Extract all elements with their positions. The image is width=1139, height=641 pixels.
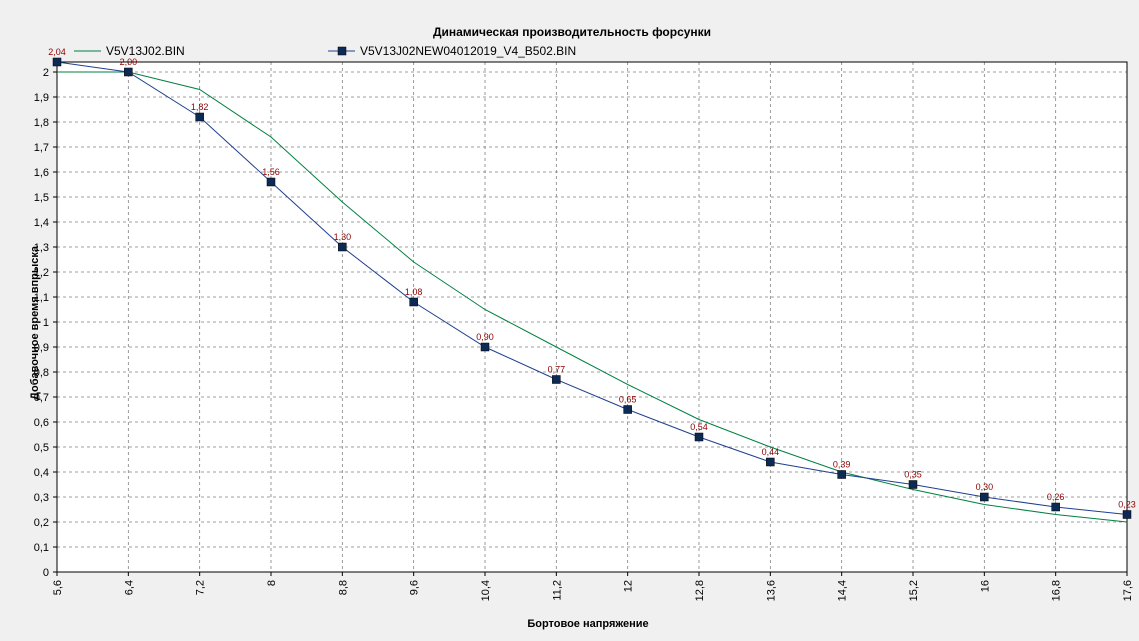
legend-label-series-1: V5V13J02.BIN	[106, 44, 185, 58]
data-label: 0,23	[1118, 500, 1136, 510]
data-label: 1,56	[262, 167, 280, 177]
x-tick-label: 16	[979, 580, 991, 592]
y-tick-label: 0,1	[34, 542, 49, 554]
data-point	[266, 177, 276, 187]
plot-area	[57, 62, 1127, 572]
data-label: 0,35	[904, 470, 922, 480]
x-tick-label: 8,8	[337, 580, 349, 595]
x-tick-label: 8	[266, 580, 278, 586]
series-line-2	[56, 61, 1128, 515]
x-tick-label: 12	[623, 580, 635, 592]
data-point	[552, 375, 561, 384]
data-label: 2,00	[120, 57, 138, 67]
data-label: 0,30	[976, 482, 994, 492]
x-tick-label: 12,8	[694, 580, 706, 601]
data-point	[480, 342, 490, 352]
y-tick-label: 0,6	[34, 417, 49, 429]
data-label: 0,44	[762, 447, 780, 457]
x-tick-label: 17,6	[1122, 580, 1134, 601]
legend-marker-series-2	[337, 46, 347, 56]
y-tick-label: 0,5	[34, 442, 49, 454]
data-label: 0,26	[1047, 492, 1065, 502]
data-point	[623, 405, 632, 414]
data-point	[766, 457, 775, 467]
x-tick-label: 13,6	[765, 580, 777, 601]
series-line-1	[57, 71, 1128, 523]
y-tick-label: 0	[43, 567, 49, 579]
y-tick-label: 0,8	[34, 367, 49, 379]
x-tick-label: 6,4	[123, 580, 135, 595]
data-point	[409, 297, 418, 307]
y-axis-label: Добавочное время впрыска	[29, 245, 41, 400]
y-tick-label: 1,9	[34, 92, 49, 104]
x-tick-label: 5,6	[52, 580, 64, 595]
y-tick-label: 0,7	[34, 392, 49, 404]
y-tick-label: 1,4	[34, 217, 49, 229]
data-point	[1051, 502, 1060, 512]
data-label: 0,65	[619, 395, 637, 405]
data-point	[980, 492, 989, 502]
x-tick-label: 9,6	[409, 580, 421, 595]
y-axis: 0 0,1 0,2 0,3 0,4 0,5 0,6 0,7 0,8 0,9 1 1,1 1,2 1,3 1,…	[34, 67, 57, 579]
y-tick-label: 1,8	[34, 117, 49, 129]
data-point	[195, 112, 204, 122]
y-tick-label: 0,9	[34, 342, 49, 354]
y-tick-label: 1,7	[34, 142, 49, 154]
data-point	[52, 57, 62, 67]
x-tick-label: 14,4	[837, 580, 849, 601]
data-label: 1,30	[334, 232, 352, 242]
y-tick-label: 0,3	[34, 492, 49, 504]
legend-label-series-2: V5V13J02NEW04012019_V4_B502.BIN	[360, 44, 576, 58]
data-label: 2,04	[48, 47, 66, 57]
data-point	[908, 480, 918, 489]
data-label: 0,39	[833, 460, 851, 470]
x-tick-label: 10,4	[480, 580, 492, 601]
data-point	[837, 470, 846, 479]
x-tick-label: 7,2	[195, 580, 207, 595]
x-tick-label: 15,2	[908, 580, 920, 601]
data-point	[1122, 510, 1132, 519]
y-tick-label: 1,2	[34, 267, 49, 279]
y-tick-label: 1,5	[34, 192, 49, 204]
y-tick-label: 0,2	[34, 517, 49, 529]
data-label: 1,82	[191, 102, 209, 112]
data-label: 0,77	[548, 365, 566, 375]
series-group: 2,04 2,00 1,82 1,56 1,30 1,08 0,90 0,77 0,65 0,54…	[48, 47, 1136, 523]
legend: V5V13J02.BIN V5V13J02NEW04012019_V4_B502…	[74, 44, 576, 58]
data-label: 1,08	[405, 287, 423, 297]
x-tick-label: 16,8	[1051, 580, 1063, 601]
x-tick-label: 11,2	[551, 580, 563, 601]
data-label: 0,54	[690, 422, 708, 432]
chart-title: Динамическая производительность форсунки	[433, 25, 711, 39]
y-tick-label: 1,6	[34, 167, 49, 179]
grid-lines	[57, 62, 1127, 572]
y-tick-label: 2	[43, 67, 49, 79]
y-tick-label: 1	[43, 317, 49, 329]
y-tick-label: 1,1	[34, 292, 49, 304]
data-point	[124, 67, 133, 77]
x-axis: 5,6 6,4 7,2 8 8,8 9,6 10,4 11,2 12 12,8 13,6 14,4 15…	[52, 572, 1134, 601]
data-label: 0,90	[476, 332, 494, 342]
x-axis-label: Бортовое напряжение	[527, 618, 648, 630]
y-tick-label: 0,4	[34, 467, 49, 479]
y-tick-label: 1,3	[34, 242, 49, 254]
data-point	[338, 242, 347, 252]
data-point	[694, 432, 704, 442]
plot-frame	[56, 61, 1128, 573]
